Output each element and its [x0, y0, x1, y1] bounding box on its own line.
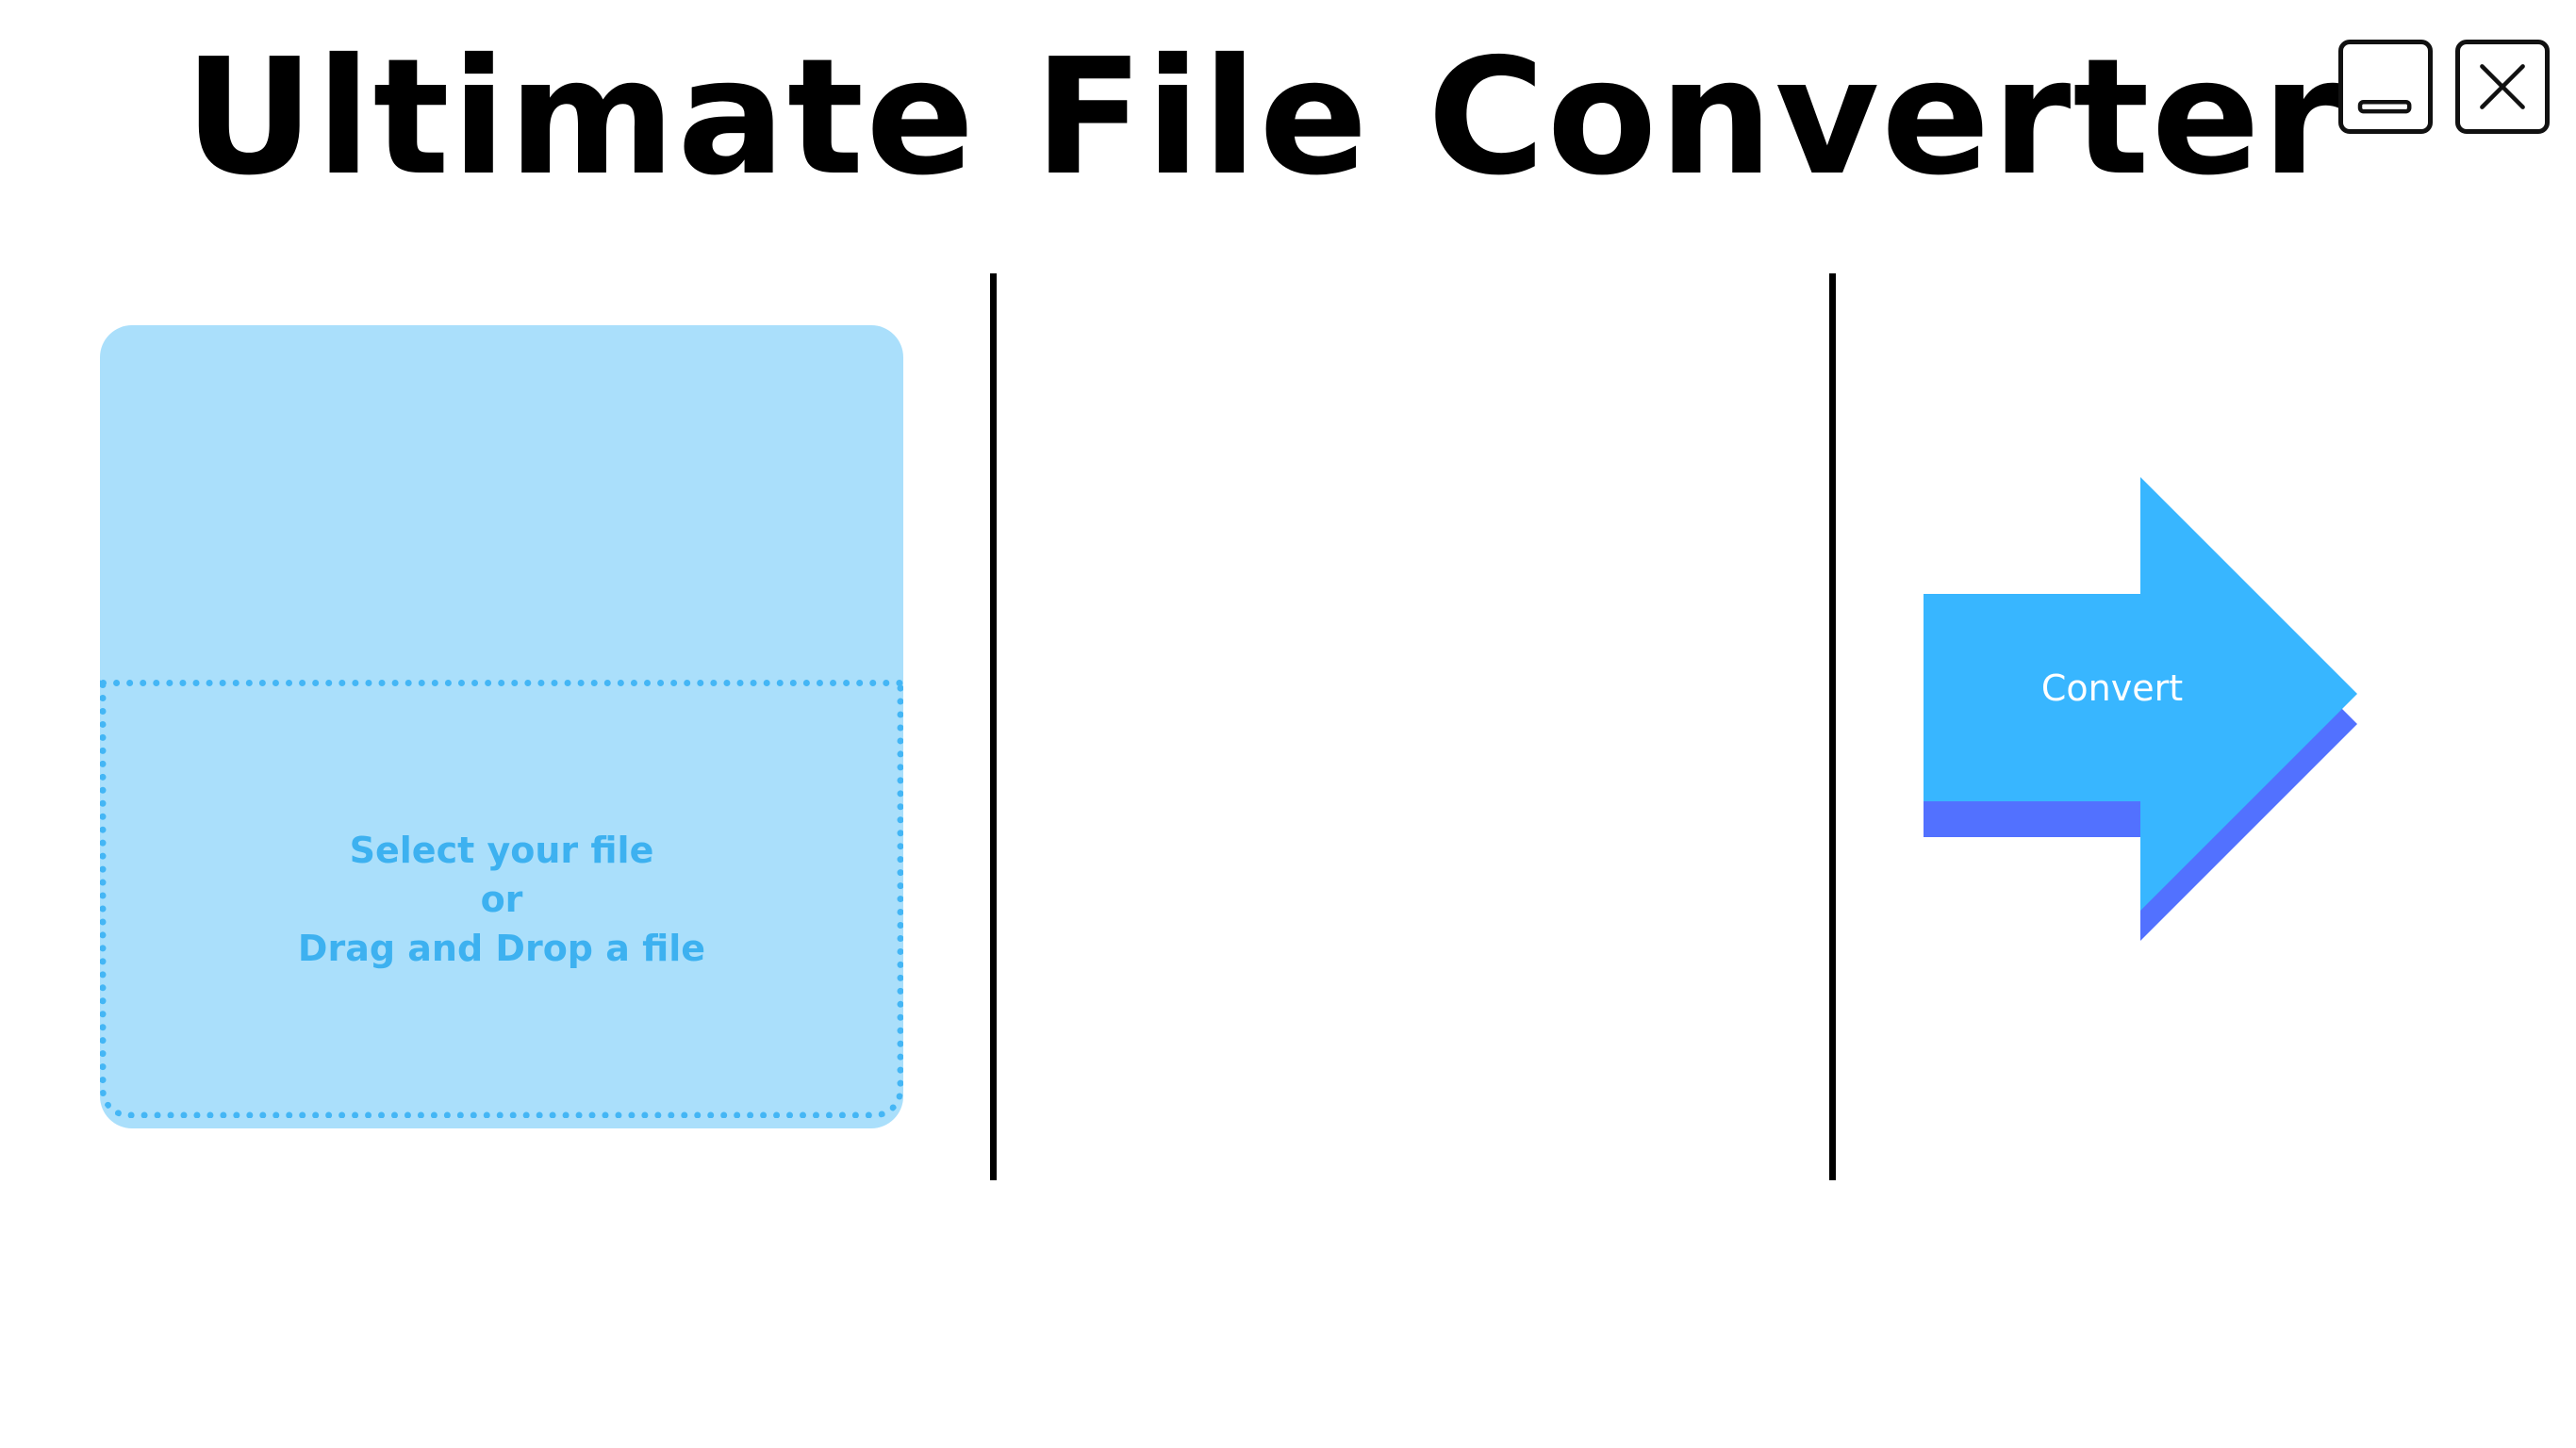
select-file-label[interactable]: Select your file [349, 829, 654, 871]
or-label: or [480, 878, 523, 920]
divider-left [990, 273, 997, 1180]
close-icon [2480, 64, 2525, 109]
divider-right [1829, 273, 1836, 1180]
close-button[interactable] [2455, 40, 2550, 134]
app-title: Ultimate File Converter [184, 25, 2343, 211]
file-drop-panel[interactable]: Select your file or Drag and Drop a file [100, 325, 903, 1128]
drag-drop-label: Drag and Drop a file [297, 927, 706, 969]
convert-button[interactable]: Convert [1924, 471, 2376, 943]
drop-zone[interactable]: Select your file or Drag and Drop a file [100, 680, 903, 1118]
arrow-right-icon [1924, 477, 2357, 941]
minimize-icon [2357, 99, 2412, 114]
minimize-button[interactable] [2338, 40, 2433, 134]
drop-zone-text: Select your file or Drag and Drop a file [107, 686, 897, 1111]
convert-label: Convert [2040, 667, 2184, 709]
